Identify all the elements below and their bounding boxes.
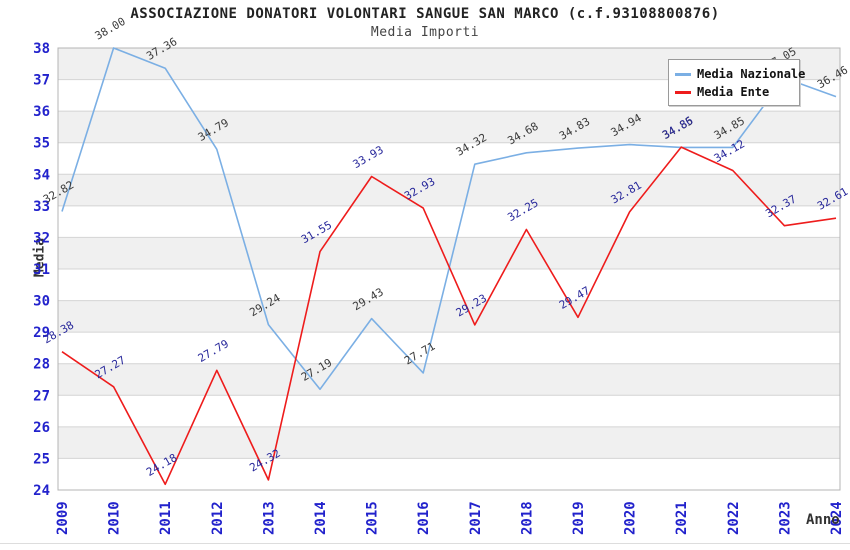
plot-band (58, 426, 840, 459)
y-tick-label: 34 (33, 167, 50, 183)
legend-item-ente: Media Ente (675, 83, 799, 101)
x-tick-label: 2014 (313, 501, 329, 535)
plot-band (58, 300, 840, 333)
value-label: 27.79 (196, 337, 231, 365)
x-tick-label: 2010 (107, 501, 123, 535)
y-tick-label: 32 (33, 230, 50, 246)
x-tick-label: 2023 (777, 501, 793, 535)
x-axis-title: Anno (806, 512, 840, 528)
x-tick-label: 2017 (468, 501, 484, 535)
y-tick-label: 33 (33, 199, 50, 215)
x-tick-label: 2011 (158, 501, 174, 535)
legend-label-nazionale: Media Nazionale (697, 67, 806, 81)
legend: Media Nazionale Media Ente (668, 59, 805, 106)
chart-subtitle: Media Importi (370, 25, 480, 40)
x-tick-label: 2013 (261, 501, 277, 535)
plot-band (58, 111, 840, 143)
bottom-margin-rule (0, 543, 850, 544)
x-tick-label: 2024 (829, 501, 845, 535)
plot-border (57, 47, 841, 491)
y-tick-label: 31 (33, 262, 50, 278)
x-tick-label: 2021 (674, 501, 690, 535)
ente-line-swatch (675, 90, 691, 94)
x-tick-label: 2016 (416, 501, 432, 535)
y-tick-label: 29 (33, 325, 50, 341)
y-tick-label: 28 (33, 357, 50, 373)
plot-band (58, 174, 840, 206)
y-tick-label: 30 (33, 294, 50, 310)
x-tick-label: 2019 (571, 501, 587, 535)
y-tick-label: 37 (33, 73, 50, 89)
y-tick-label: 26 (33, 420, 50, 436)
y-tick-label: 24 (33, 483, 50, 499)
legend-label-ente: Media Ente (697, 85, 770, 99)
value-label: 38.00 (93, 15, 128, 43)
plot-band (58, 363, 840, 396)
chart-title: ASSOCIAZIONE DONATORI VOLONTARI SANGUE S… (130, 6, 720, 22)
legend-item-nazionale: Media Nazionale (675, 65, 805, 83)
x-tick-label: 2018 (519, 501, 535, 535)
y-tick-label: 36 (33, 104, 50, 120)
x-tick-label: 2009 (55, 501, 71, 535)
x-tick-label: 2022 (726, 501, 742, 535)
x-tick-label: 2012 (210, 501, 226, 535)
x-tick-label: 2015 (365, 501, 381, 535)
nazionale-line-swatch (675, 72, 691, 76)
value-label: 33.93 (351, 143, 386, 171)
x-tick-label: 2020 (623, 501, 639, 535)
nazionale-line (61, 47, 837, 391)
y-tick-label: 25 (33, 451, 50, 467)
y-tick-label: 35 (33, 136, 50, 152)
y-tick-label: 38 (33, 41, 50, 57)
y-tick-label: 27 (33, 388, 50, 404)
ente-line (61, 146, 837, 486)
plot-band (58, 237, 840, 269)
